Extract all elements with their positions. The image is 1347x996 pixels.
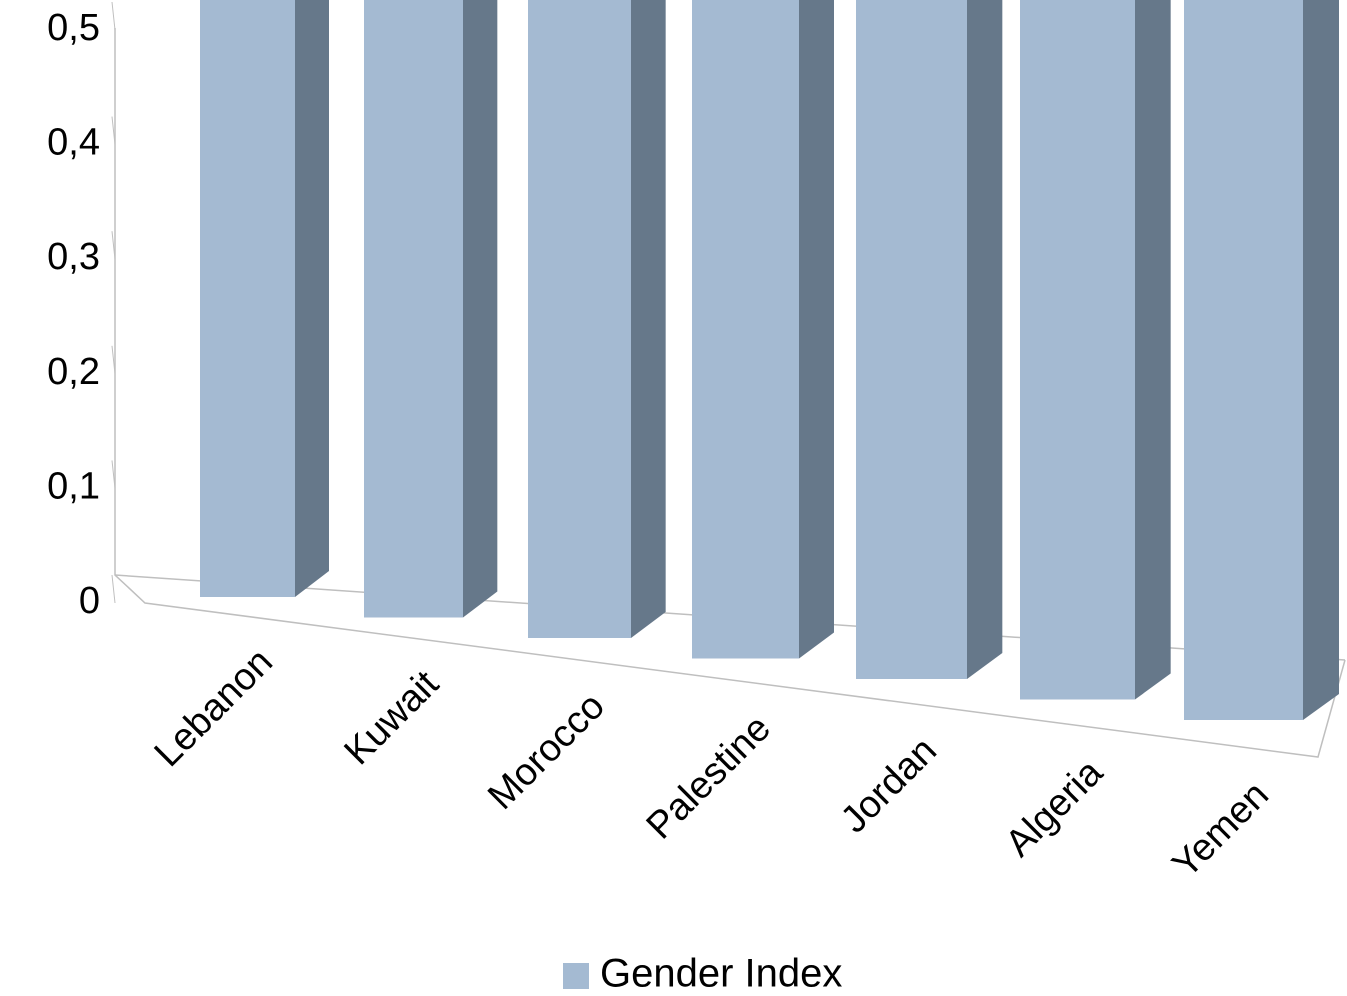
legend-swatch [563,963,589,989]
y-tick-label: 0,2 [47,351,100,393]
bar [856,0,1003,679]
x-tick-label: Morocco [480,685,613,818]
bar [364,0,498,618]
tick-mark [111,345,116,374]
bar-side [463,0,498,618]
y-tick-label: 0 [79,580,100,622]
bar-side [295,0,329,597]
bar-front [692,0,799,659]
y-tick-label: 0,5 [47,7,100,49]
x-tick-label: Kuwait [337,663,448,774]
bar-front [200,0,295,598]
bar-side [799,0,834,659]
bar-front [528,0,631,638]
x-tick-label: Lebanon [147,641,281,775]
bar-side [631,0,666,638]
x-tick-label: Jordan [833,729,945,841]
tick-mark [111,116,116,145]
bar [200,0,329,598]
bar-side [1303,0,1339,720]
bar-side [1135,0,1171,700]
bar-front [1184,0,1303,721]
y-tick-label: 0,3 [47,236,100,278]
x-tick-label: Yemen [1165,774,1277,886]
x-tick-label: Algeria [998,751,1112,865]
tick-mark [111,574,116,604]
axis-frame [114,28,1346,758]
bar-front [364,0,463,618]
tick-mark [111,1,116,31]
y-tick-label: 0,1 [47,465,100,507]
tick-mark [111,231,116,260]
bar-front [1020,0,1135,700]
bar-side [967,0,1003,679]
bar [528,0,666,638]
legend-label: Gender Index [600,952,842,996]
bar [1020,0,1171,700]
tick-mark [111,460,116,489]
x-tick-label: Palestine [639,707,779,847]
bar-front [856,0,967,679]
bar [1184,0,1339,721]
bar [692,0,834,659]
y-tick-label: 0,4 [47,122,100,164]
